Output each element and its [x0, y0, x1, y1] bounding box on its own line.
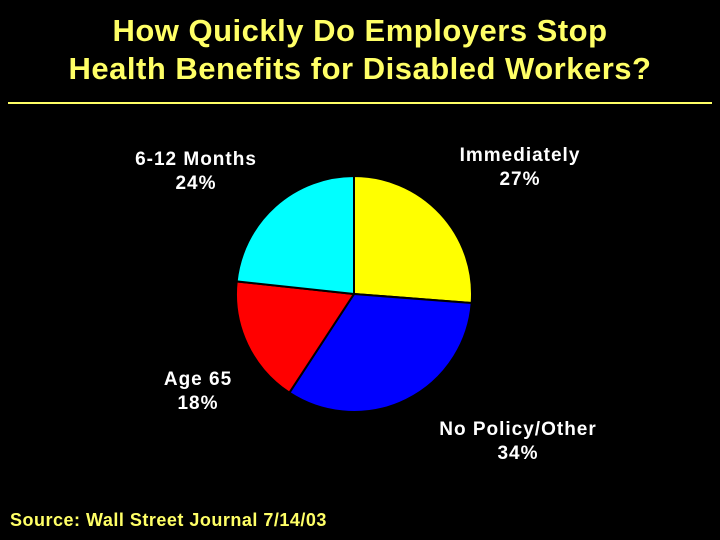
slice-label-6-12-months-name: 6-12 Months — [135, 149, 257, 170]
title-divider — [8, 102, 712, 104]
chart-title-line-2: Health Benefits for Disabled Workers? — [68, 51, 652, 86]
slice-label-age-65-name: Age 65 — [163, 369, 233, 390]
slice-label-immediately: Immediately 27% — [440, 144, 600, 192]
chart-title: How Quickly Do Employers Stop Health Ben… — [0, 12, 720, 88]
source-note: Source: Wall Street Journal 7/14/03 — [10, 510, 327, 530]
slice-label-immediately-value: 27% — [499, 169, 541, 190]
pie-slice-6-12-months — [235, 174, 355, 296]
slice-label-6-12-months-value: 24% — [175, 173, 217, 194]
slice-label-no-policy-name: No Policy/Other — [439, 419, 597, 440]
slice-label-age-65-value: 18% — [177, 393, 219, 414]
slice-label-6-12-months: 6-12 Months 24% — [118, 148, 274, 196]
slice-label-age-65: Age 65 18% — [138, 368, 258, 416]
chart-title-line-1: How Quickly Do Employers Stop — [112, 13, 608, 48]
slice-label-no-policy-value: 34% — [497, 443, 539, 464]
pie-slice-immediately — [353, 174, 474, 305]
pie-slice-age-65 — [235, 280, 356, 395]
slice-label-immediately-name: Immediately — [459, 145, 581, 166]
slice-label-no-policy: No Policy/Other 34% — [418, 418, 618, 466]
